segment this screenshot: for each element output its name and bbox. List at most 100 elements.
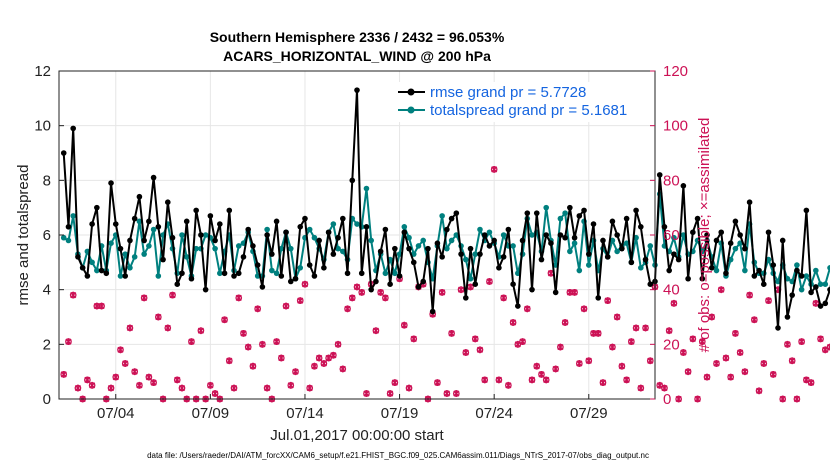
rmse-marker <box>760 281 767 288</box>
obs-assimilated-marker <box>722 354 730 362</box>
y-right-tick-label: 100 <box>663 118 688 135</box>
rmse-marker <box>292 275 299 282</box>
rmse-marker <box>429 308 436 315</box>
rmse-marker <box>562 234 568 241</box>
totalspread-marker <box>477 226 483 233</box>
rmse-marker <box>656 172 663 178</box>
rmse-marker <box>600 237 606 244</box>
obs-assimilated-marker <box>685 368 692 376</box>
rmse-marker <box>240 254 247 260</box>
obs-assimilated-marker <box>150 379 157 386</box>
y-tick-label: 12 <box>34 63 51 80</box>
totalspread-marker <box>117 273 124 279</box>
obs-assimilated-marker <box>245 343 252 351</box>
totalspread-marker <box>340 248 346 255</box>
y-axis-right-ticks: 0 20 40 60 80 100 120 <box>650 63 688 408</box>
obs-assimilated-marker <box>169 291 176 299</box>
obs-assimilated-marker <box>481 376 488 384</box>
rmse-marker <box>803 207 810 214</box>
obs-assimilated-marker <box>363 390 370 397</box>
rmse-marker <box>198 232 204 238</box>
rmse-marker <box>155 224 162 230</box>
obs-assimilated-marker <box>254 305 261 313</box>
rmse-marker <box>231 273 237 279</box>
obs-assimilated-marker <box>737 349 744 356</box>
rmse-marker <box>510 281 516 288</box>
obs-assimilated-marker <box>457 286 465 294</box>
rmse-marker <box>794 267 800 274</box>
obs-assimilated-marker <box>793 395 800 403</box>
obs-assimilated-marker <box>765 297 772 304</box>
rmse-marker <box>675 256 682 263</box>
obs-assimilated-marker <box>334 340 342 348</box>
obs-assimilated-marker <box>212 390 219 397</box>
obs-assimilated-marker <box>74 384 82 392</box>
totalspread-marker <box>827 265 830 271</box>
obs-assimilated-marker <box>122 360 129 367</box>
rmse-marker <box>387 281 393 288</box>
totalspread-marker <box>671 234 677 241</box>
rmse-marker <box>604 254 611 260</box>
x-tick-label: 07/29 <box>570 405 608 422</box>
obs-assimilated-marker <box>562 319 569 326</box>
y-tick-label: 0 <box>43 391 51 408</box>
rmse-marker <box>127 237 133 244</box>
totalspread-marker <box>94 267 100 274</box>
totalspread-marker <box>623 240 630 246</box>
rmse-marker <box>169 234 176 241</box>
rmse-marker <box>150 174 157 181</box>
rmse-marker <box>75 254 81 260</box>
obs-assimilated-marker <box>789 357 796 365</box>
obs-assimilated-marker <box>107 384 115 392</box>
y-tick-label: 10 <box>34 118 51 135</box>
rmse-marker <box>259 284 266 290</box>
totalspread-marker <box>179 232 185 238</box>
rmse-marker <box>462 295 469 301</box>
obs-assimilated-marker <box>410 335 417 343</box>
rmse-marker <box>302 215 308 222</box>
totalspread-marker <box>562 210 568 216</box>
totalspread-marker <box>576 267 583 274</box>
rmse-marker <box>576 213 583 219</box>
obs-assimilated-marker <box>632 324 640 332</box>
obs-assimilated-marker <box>784 340 791 348</box>
rmse-marker <box>250 243 256 249</box>
obs-assimilated-marker <box>136 381 143 389</box>
rmse-marker <box>784 314 791 320</box>
obs-assimilated-marker <box>339 365 346 373</box>
legend-box <box>394 82 646 122</box>
obs-assimilated-marker <box>557 343 564 351</box>
rmse-marker <box>89 221 95 227</box>
y-axis-right-label: # of obs: o=possible; ×=assimilated <box>696 118 713 353</box>
obs-assimilated-marker <box>273 338 280 345</box>
rmse-marker <box>193 207 199 214</box>
obs-assimilated-marker <box>226 357 233 365</box>
rmse-marker <box>382 226 389 233</box>
rmse-marker <box>401 229 408 236</box>
obs-assimilated-marker <box>590 330 597 337</box>
rmse-marker <box>727 240 734 246</box>
obs-assimilated-marker <box>576 360 583 367</box>
obs-assimilated-marker <box>770 371 777 378</box>
totalspread-marker <box>680 232 687 238</box>
totalspread-marker <box>311 234 318 241</box>
rmse-marker <box>779 237 786 244</box>
rmse-marker <box>283 229 289 236</box>
totalspread-marker <box>775 278 781 285</box>
y-tick-label: 2 <box>43 336 51 353</box>
obs-assimilated-marker <box>377 289 384 296</box>
obs-assimilated-marker <box>448 330 455 337</box>
rmse-marker <box>221 270 228 277</box>
obs-assimilated-marker <box>741 368 748 376</box>
obs-assimilated-marker <box>155 313 162 321</box>
obs-assimilated-marker <box>264 384 271 392</box>
obs-assimilated-marker <box>311 362 318 370</box>
x-axis-label: Jul.01,2017 00:00:00 start <box>270 427 444 444</box>
rmse-marker <box>188 275 195 282</box>
totalspread-marker <box>264 226 270 233</box>
rmse-marker <box>94 204 100 211</box>
x-tick-label: 07/04 <box>97 405 135 422</box>
rmse-marker <box>174 281 181 288</box>
totalspread-marker <box>335 245 341 252</box>
